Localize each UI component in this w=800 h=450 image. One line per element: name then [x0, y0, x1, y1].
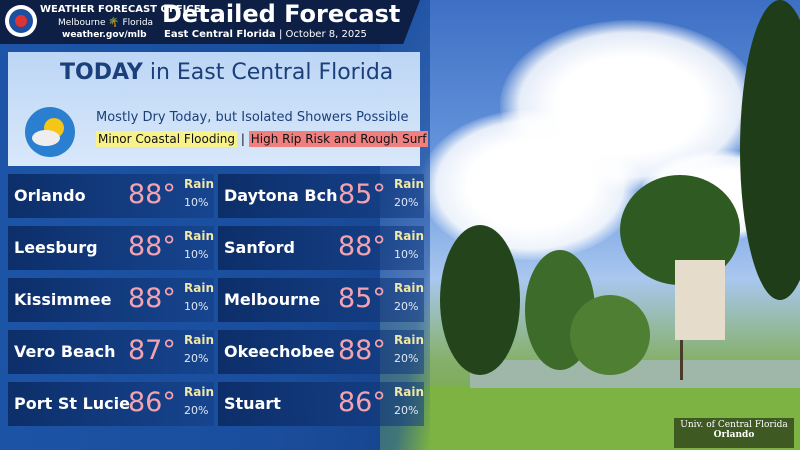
rain-label: Rain: [394, 333, 424, 347]
rain-chance: 20%: [394, 196, 419, 209]
city-name: Stuart: [224, 394, 281, 413]
city-name: Sanford: [224, 238, 296, 257]
today-heading: TODAY in East Central Florida: [60, 60, 393, 85]
hazard: High Rip Risk and Rough Surf: [248, 131, 429, 147]
photo-credit: Univ. of Central Florida Orlando: [674, 418, 794, 448]
rain-label: Rain: [184, 281, 214, 295]
temperature: 85°: [338, 179, 386, 210]
temperature: 86°: [338, 387, 386, 418]
state: Florida: [122, 18, 154, 28]
city-name: Vero Beach: [14, 342, 116, 361]
temperature: 88°: [338, 335, 386, 366]
today-rest: in East Central Florida: [149, 60, 394, 85]
rain-label: Rain: [184, 333, 214, 347]
city-cell: Daytona Bch 85° Rain 20%: [218, 174, 424, 218]
city-name: Port St Lucie: [14, 394, 130, 413]
city-name: Melbourne: [224, 290, 321, 309]
city-cell: Melbourne 85° Rain 20%: [218, 278, 424, 322]
summary: Mostly Dry Today, but Isolated Showers P…: [96, 110, 409, 125]
city-cell: Sanford 88° Rain 10%: [218, 226, 424, 270]
city-cell: Orlando 88° Rain 10%: [8, 174, 214, 218]
region: East Central Florida: [164, 29, 276, 40]
rain-chance: 20%: [184, 404, 209, 417]
trees: [380, 0, 800, 450]
office: WEATHER FORECAST OFFICE: [40, 4, 201, 15]
temperature: 88°: [338, 231, 386, 262]
rain-label: Rain: [394, 229, 424, 243]
rain-chance: 10%: [394, 248, 419, 261]
rain-label: Rain: [394, 385, 424, 399]
rain-chance: 20%: [394, 404, 419, 417]
date: October 8, 2025: [285, 29, 367, 40]
city-name: Daytona Bch: [224, 186, 338, 205]
temperature: 85°: [338, 283, 386, 314]
rain-chance: 20%: [394, 352, 419, 365]
rain-label: Rain: [394, 281, 424, 295]
nws-logo: [5, 5, 37, 37]
rain-label: Rain: [184, 177, 214, 191]
rain-chance: 20%: [394, 300, 419, 313]
temperature: 88°: [128, 231, 176, 262]
today-box: TODAY in East Central Florida Mostly Dry…: [8, 52, 429, 166]
city-cell: Vero Beach 87° Rain 20%: [8, 330, 214, 374]
credit-line: Univ. of Central Florida: [680, 420, 788, 430]
separator: |: [240, 132, 245, 146]
city-cell: Leesburg 88° Rain 10%: [8, 226, 214, 270]
separator: |: [278, 29, 283, 40]
url: weather.gov/mlb: [62, 30, 147, 40]
temperature: 86°: [128, 387, 176, 418]
city-name: Orlando: [14, 186, 86, 205]
header-bar: WEATHER FORECAST OFFICE Melbourne 🌴 Flor…: [0, 0, 420, 44]
office-city: Melbourne 🌴 Florida: [58, 18, 154, 28]
hazard: Minor Coastal Flooding: [96, 131, 238, 147]
today-word: TODAY: [60, 60, 143, 85]
photo: Univ. of Central Florida Orlando: [380, 0, 800, 450]
city-name: Leesburg: [14, 238, 98, 257]
subtitle: East Central Florida | October 8, 2025: [164, 29, 367, 40]
city-cell: Stuart 86° Rain 20%: [218, 382, 424, 426]
rain-label: Rain: [394, 177, 424, 191]
rain-chance: 10%: [184, 248, 209, 261]
rain-chance: 10%: [184, 300, 209, 313]
city-name: Okeechobee: [224, 342, 335, 361]
weather-icon: [25, 107, 75, 157]
city-cell: Okeechobee 88° Rain 20%: [218, 330, 424, 374]
hazards: Minor Coastal Flooding | High Rip Risk a…: [96, 131, 429, 147]
temperature: 88°: [128, 179, 176, 210]
rain-chance: 20%: [184, 352, 209, 365]
rain-label: Rain: [184, 385, 214, 399]
credit-line: Orlando: [713, 430, 755, 440]
rain-label: Rain: [184, 229, 214, 243]
title: Detailed Forecast: [162, 0, 401, 28]
city-cell: Kissimmee 88° Rain 10%: [8, 278, 214, 322]
city-name: Kissimmee: [14, 290, 112, 309]
city: Melbourne: [58, 18, 106, 28]
temperature: 88°: [128, 283, 176, 314]
temperature: 87°: [128, 335, 176, 366]
rain-chance: 10%: [184, 196, 209, 209]
city-cell: Port St Lucie 86° Rain 20%: [8, 382, 214, 426]
